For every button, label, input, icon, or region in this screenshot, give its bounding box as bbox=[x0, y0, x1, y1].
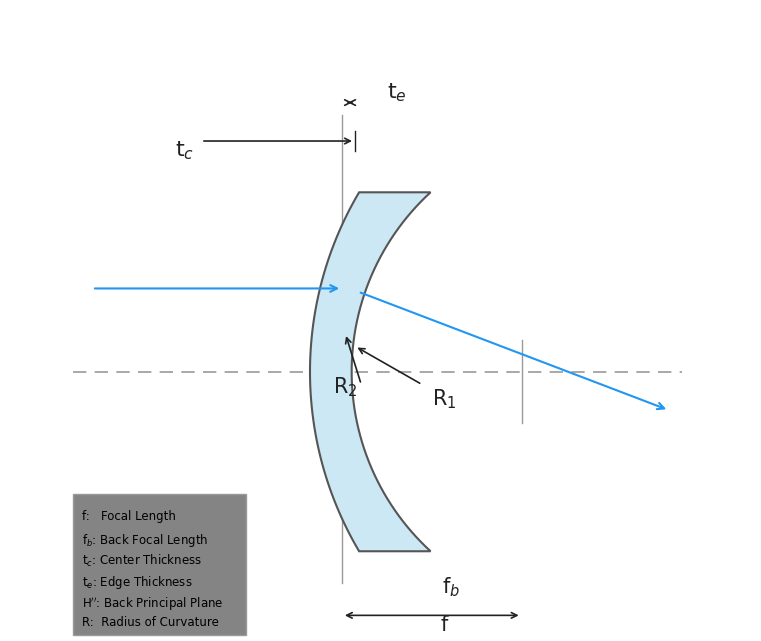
Text: R$_2$: R$_2$ bbox=[333, 375, 358, 399]
Text: t$_c$: Center Thickness: t$_c$: Center Thickness bbox=[82, 553, 202, 569]
Text: H$^{\prime\prime}$: Back Principal Plane: H$^{\prime\prime}$: Back Principal Plane bbox=[82, 595, 224, 613]
Text: t$_e$: Edge Thickness: t$_e$: Edge Thickness bbox=[82, 574, 193, 591]
Text: t$_e$: t$_e$ bbox=[387, 81, 406, 104]
Text: f:   Focal Length: f: Focal Length bbox=[82, 510, 177, 524]
Text: R:  Radius of Curvature: R: Radius of Curvature bbox=[82, 616, 219, 629]
Text: f: f bbox=[441, 615, 448, 635]
FancyBboxPatch shape bbox=[73, 494, 246, 635]
Text: t$_c$: t$_c$ bbox=[175, 139, 195, 162]
Text: f$_b$: Back Focal Length: f$_b$: Back Focal Length bbox=[82, 531, 209, 549]
Polygon shape bbox=[310, 192, 431, 551]
Text: f$_b$: f$_b$ bbox=[442, 576, 460, 599]
Text: R$_1$: R$_1$ bbox=[431, 388, 457, 412]
